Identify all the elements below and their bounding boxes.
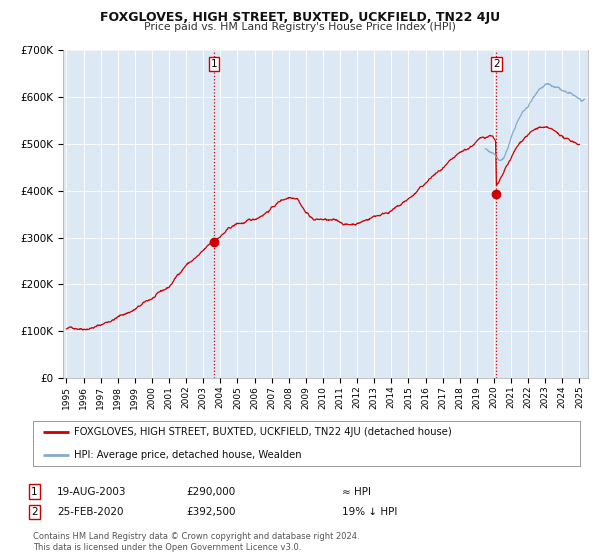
Text: 25-FEB-2020: 25-FEB-2020 — [57, 507, 124, 517]
Text: Price paid vs. HM Land Registry's House Price Index (HPI): Price paid vs. HM Land Registry's House … — [144, 22, 456, 32]
Text: ≈ HPI: ≈ HPI — [342, 487, 371, 497]
Text: 19% ↓ HPI: 19% ↓ HPI — [342, 507, 397, 517]
Text: FOXGLOVES, HIGH STREET, BUXTED, UCKFIELD, TN22 4JU (detached house): FOXGLOVES, HIGH STREET, BUXTED, UCKFIELD… — [74, 427, 452, 437]
Text: 2: 2 — [31, 507, 38, 517]
Text: 1: 1 — [31, 487, 38, 497]
Text: £392,500: £392,500 — [186, 507, 235, 517]
Text: 1: 1 — [211, 59, 217, 68]
Text: £290,000: £290,000 — [186, 487, 235, 497]
Text: 2: 2 — [493, 59, 500, 68]
Text: FOXGLOVES, HIGH STREET, BUXTED, UCKFIELD, TN22 4JU: FOXGLOVES, HIGH STREET, BUXTED, UCKFIELD… — [100, 11, 500, 24]
Text: Contains HM Land Registry data © Crown copyright and database right 2024.: Contains HM Land Registry data © Crown c… — [33, 532, 359, 541]
Text: 19-AUG-2003: 19-AUG-2003 — [57, 487, 127, 497]
Text: HPI: Average price, detached house, Wealden: HPI: Average price, detached house, Weal… — [74, 450, 302, 460]
Text: This data is licensed under the Open Government Licence v3.0.: This data is licensed under the Open Gov… — [33, 543, 301, 552]
